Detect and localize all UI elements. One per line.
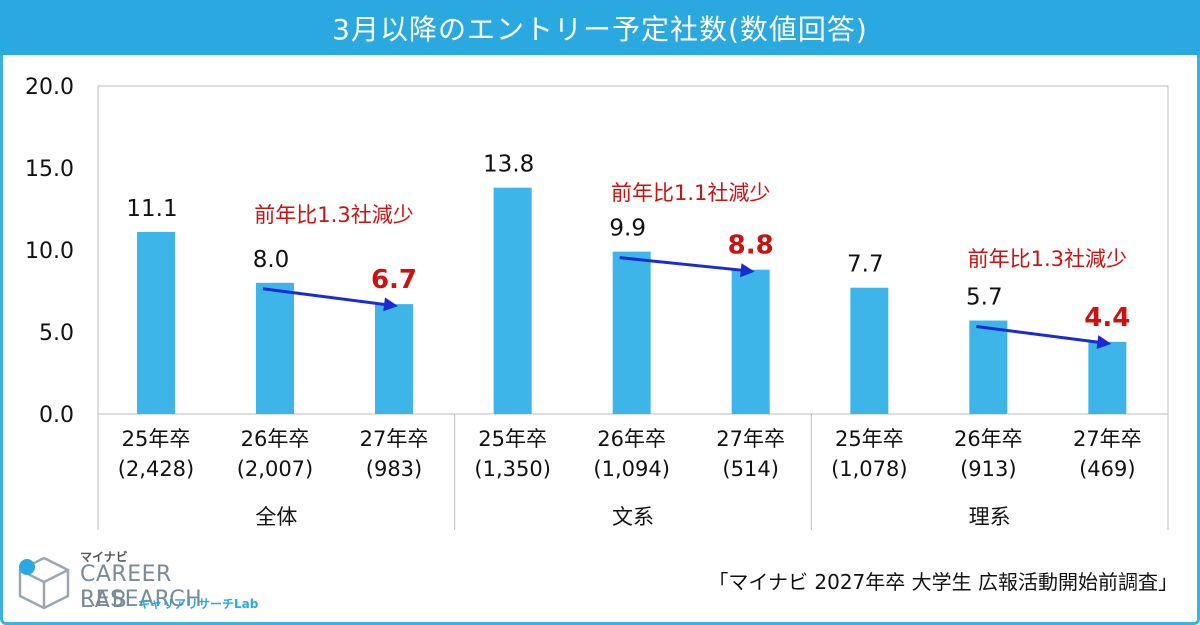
x-tick-label: 26年卒 [597,427,666,451]
x-tick-label: (1,350) [474,457,551,481]
trend-arrowhead [740,263,755,278]
data-label: 5.7 [966,285,1003,311]
bar [1088,341,1127,414]
x-tick-label: 26年卒 [954,427,1023,451]
trend-arrow [262,287,391,307]
x-tick-label: 27年卒 [360,427,429,451]
trend-arrow [619,256,747,273]
y-tick-label: 10.0 [25,239,74,264]
data-label: 8.0 [253,247,290,273]
x-tick-label: (2,007) [237,457,314,481]
bar [850,287,889,414]
annotation-label: 前年比1.1社減少 [611,181,770,205]
y-tick-label: 0.0 [39,403,74,428]
bar [493,187,532,414]
chart-title: 3月以降のエントリー予定社数(数値回答) [0,0,1200,55]
trend-arrow [976,325,1104,345]
x-tick-label: (1,094) [593,457,670,481]
annotation-label: 前年比1.3社減少 [968,247,1127,271]
source-note: 「マイナビ 2027年卒 大学生 広報活動開始前調査」 [708,570,1178,594]
bar [375,304,413,414]
trend-arrowhead [383,297,398,312]
data-label: 8.8 [728,231,774,261]
x-tick-label: (1,078) [831,457,908,481]
x-tick-label: 27年卒 [1073,427,1142,451]
x-tick-label: (514) [722,457,778,481]
logo-line1: CAREER RESEARCH [80,562,203,612]
data-label: 13.8 [483,152,534,178]
y-tick-label: 20.0 [25,75,74,100]
bar [731,269,770,414]
x-tick-label: 25年卒 [478,427,547,451]
cube-logo-icon [18,556,70,610]
x-tick-label: 25年卒 [835,427,904,451]
x-tick-label: (2,428) [118,457,195,481]
logo-sub: キャリアリサーチLab [138,597,259,611]
trend-arrowhead [1096,335,1112,350]
data-label: 4.4 [1084,303,1130,333]
y-tick-label: 5.0 [39,321,74,346]
group-label: 全体 [255,505,297,529]
x-tick-label: 27年卒 [716,427,785,451]
bar [137,231,175,414]
career-research-lab-logo: マイナビ CAREER RESEARCH LAB キャリアリサーチLab [14,548,284,618]
data-label: 9.9 [609,216,646,242]
logo-kana: マイナビ [80,550,128,564]
bar [612,251,651,414]
data-label: 6.7 [371,265,417,295]
data-label: 11.1 [126,196,177,222]
x-tick-label: 25年卒 [122,427,191,451]
y-tick-label: 15.0 [25,157,74,182]
x-tick-label: 26年卒 [241,427,310,451]
x-tick-label: (983) [366,457,422,481]
group-label: 文系 [612,505,654,529]
data-label: 7.7 [847,252,884,278]
group-label: 理系 [969,505,1011,529]
bar [969,320,1008,414]
x-tick-label: (913) [960,457,1016,481]
bar [256,282,294,414]
annotation-label: 前年比1.3社減少 [254,203,413,227]
logo-line2: LAB [80,588,129,613]
x-tick-label: (469) [1079,457,1135,481]
